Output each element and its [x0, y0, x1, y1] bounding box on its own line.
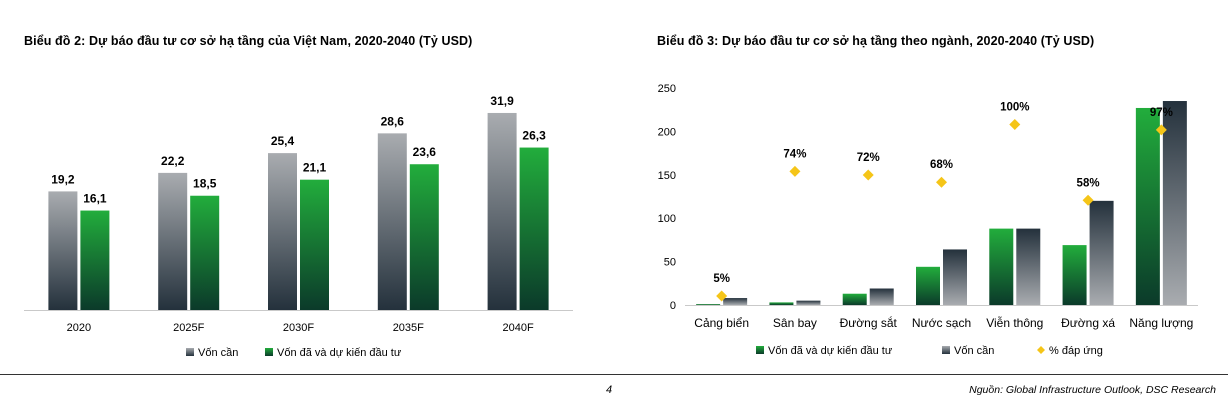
legend-swatch-von-dau-tu	[756, 346, 764, 354]
x-tick-label: 2040F	[502, 322, 533, 334]
x-tick-label: Cảng biển	[694, 316, 749, 330]
bar-von-dau-tu	[696, 304, 721, 305]
diamond-dap-ung	[936, 176, 947, 188]
percent-label: 58%	[1077, 177, 1100, 189]
y-tick-label: 200	[658, 126, 676, 138]
bar-von-dau-tu	[1062, 245, 1087, 305]
diamond-dap-ung	[1155, 124, 1167, 136]
legend-label: Vốn đã và dự kiến đầu tư	[277, 347, 402, 359]
source-note: Nguồn: Global Infrastructure Outlook, DS…	[969, 384, 1216, 396]
percent-label: 72%	[857, 152, 880, 164]
bar-von-dau-tu	[842, 293, 867, 305]
bar-von-can	[377, 133, 407, 310]
chart-2: 19,2 16,1 2020 22,2 18,5 2025F 25,4 21,1 2030F 28…	[24, 94, 573, 359]
diamond-dap-ung	[862, 169, 874, 181]
legend-label: % đáp ứng	[1049, 345, 1103, 357]
chart-2-title: Biểu đồ 2: Dự báo đầu tư cơ sở hạ tầng c…	[24, 34, 473, 48]
x-tick-label: Đường xá	[1061, 316, 1115, 330]
bar-von-can	[48, 191, 78, 310]
y-tick-label: 50	[664, 257, 676, 269]
bar-von-can	[1016, 228, 1041, 305]
x-tick-label: Năng lượng	[1129, 316, 1193, 330]
y-tick-label: 250	[658, 83, 676, 95]
footer-divider	[0, 374, 1228, 375]
bar-von-dau-tu	[1135, 107, 1160, 306]
x-tick-label: Nước sạch	[912, 316, 971, 330]
y-tick-label: 100	[658, 213, 676, 225]
legend-swatch-dap-ung	[1037, 346, 1045, 354]
data-label: 26,3	[522, 129, 546, 143]
y-tick-label: 150	[658, 170, 676, 182]
x-tick-label: Đường sắt	[840, 315, 898, 330]
diamond-dap-ung	[789, 165, 801, 177]
percent-label: 74%	[783, 148, 806, 160]
data-label: 19,2	[51, 172, 75, 186]
chart-3-title: Biểu đồ 3: Dự báo đầu tư cơ sở hạ tầng t…	[657, 34, 1095, 48]
data-label: 25,4	[271, 134, 295, 148]
percent-label: 97%	[1150, 107, 1173, 119]
bar-von-can	[723, 298, 748, 305]
diamond-dap-ung	[716, 290, 728, 302]
bar-von-can	[796, 300, 821, 305]
page-number: 4	[606, 384, 613, 396]
legend-label: Vốn cần	[198, 347, 238, 359]
bar-von-dau-tu	[519, 147, 549, 310]
data-label: 31,9	[490, 94, 514, 108]
percent-label: 68%	[930, 159, 953, 171]
y-tick-label: 0	[670, 300, 676, 312]
x-tick-label: Viễn thông	[986, 315, 1043, 330]
bar-von-dau-tu	[80, 210, 110, 310]
bar-von-can	[943, 249, 967, 305]
legend-swatch-von-dau-tu	[265, 348, 273, 356]
bar-von-dau-tu	[300, 179, 329, 310]
bar-von-dau-tu	[989, 228, 1014, 305]
x-tick-label: Sân bay	[773, 316, 817, 330]
bar-von-dau-tu	[916, 266, 940, 305]
percent-label: 100%	[1000, 101, 1029, 113]
legend-swatch-von-can	[186, 348, 194, 356]
bar-von-can	[487, 112, 517, 311]
data-label: 22,2	[161, 154, 185, 168]
data-label: 16,1	[83, 192, 107, 206]
bar-von-can	[869, 288, 894, 305]
data-label: 23,6	[413, 145, 437, 159]
bar-von-can	[158, 172, 188, 310]
data-label: 18,5	[193, 177, 217, 191]
bar-von-dau-tu	[769, 302, 794, 305]
bar-von-can	[268, 153, 297, 310]
legend-swatch-von-can	[942, 346, 950, 354]
chart-3: 0 50 100 150 200 250 5% Cảng biển 74% Sân bay 72% Đ…	[658, 83, 1198, 357]
bar-von-dau-tu	[409, 164, 439, 310]
bar-von-can	[1089, 200, 1114, 305]
legend-label: Vốn đã và dự kiến đầu tư	[768, 345, 893, 357]
x-tick-label: 2025F	[173, 322, 204, 334]
diamond-dap-ung	[1082, 194, 1094, 206]
data-label: 28,6	[381, 114, 405, 128]
bar-von-dau-tu	[190, 195, 220, 310]
legend-label: Vốn cần	[954, 345, 994, 357]
x-tick-label: 2035F	[393, 322, 424, 334]
x-tick-label: 2030F	[283, 322, 314, 334]
bar-von-can	[1162, 101, 1187, 306]
data-label: 21,1	[303, 161, 327, 175]
percent-label: 5%	[713, 273, 730, 285]
diamond-dap-ung	[1009, 118, 1021, 130]
x-tick-label: 2020	[67, 322, 91, 334]
